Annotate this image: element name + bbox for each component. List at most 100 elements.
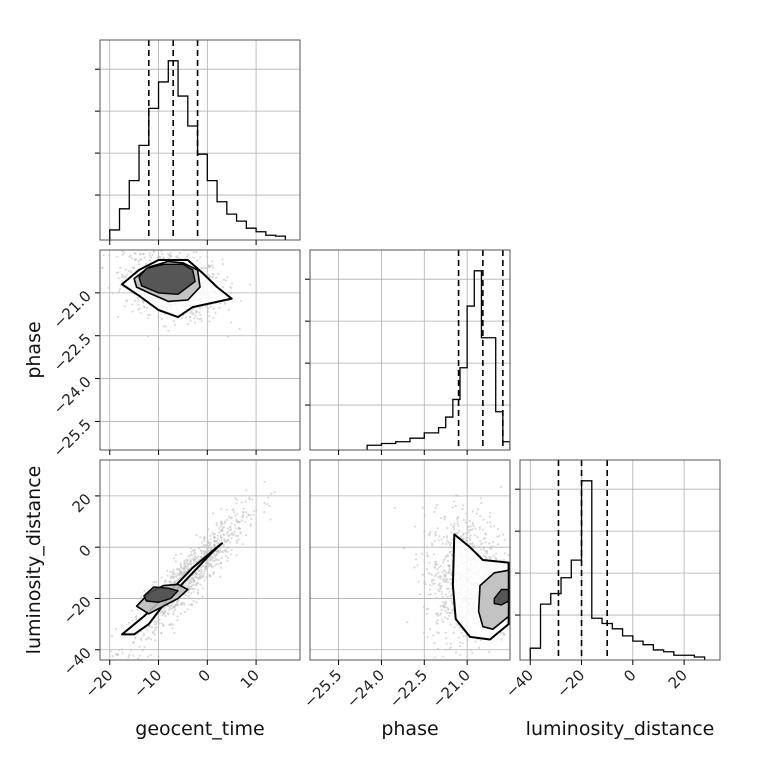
scatter-point bbox=[189, 310, 193, 313]
scatter-point bbox=[479, 515, 482, 518]
scatter-point bbox=[467, 531, 470, 534]
scatter-point bbox=[429, 530, 432, 534]
scatter-point bbox=[445, 642, 448, 645]
scatter-point bbox=[467, 525, 470, 528]
scatter-point bbox=[248, 498, 251, 501]
scatter-point bbox=[440, 593, 443, 596]
scatter-point bbox=[201, 545, 204, 548]
scatter-point bbox=[443, 575, 446, 578]
scatter-point bbox=[211, 559, 214, 562]
scatter-point bbox=[197, 547, 200, 550]
scatter-point bbox=[176, 615, 179, 618]
scatter-point bbox=[131, 609, 134, 612]
scatter-point bbox=[479, 540, 482, 543]
scatter-point bbox=[431, 544, 434, 547]
scatter-point bbox=[225, 508, 228, 511]
scatter-point bbox=[438, 613, 442, 616]
scatter-point bbox=[229, 553, 232, 556]
scatter-point bbox=[475, 512, 478, 515]
scatter-point bbox=[206, 541, 209, 544]
scatter-point bbox=[110, 650, 113, 653]
scatter-point bbox=[426, 636, 429, 639]
scatter-point bbox=[226, 559, 229, 563]
scatter-point bbox=[200, 320, 203, 323]
scatter-point bbox=[169, 570, 172, 573]
scatter-point bbox=[133, 252, 136, 255]
scatter-point bbox=[140, 596, 143, 599]
scatter-point bbox=[435, 596, 438, 599]
scatter-point bbox=[148, 254, 151, 257]
scatter-point bbox=[479, 497, 482, 500]
scatter-point bbox=[143, 589, 146, 592]
contour-level-3 bbox=[493, 588, 510, 606]
scatter-point bbox=[222, 278, 226, 281]
scatter-point bbox=[230, 522, 233, 525]
scatter-point bbox=[446, 540, 449, 543]
scatter-point bbox=[433, 510, 436, 513]
scatter-point bbox=[219, 575, 222, 578]
scatter-point bbox=[130, 649, 133, 652]
scatter-point bbox=[468, 536, 471, 539]
scatter-point bbox=[131, 257, 134, 260]
scatter-point bbox=[482, 547, 485, 550]
scatter-point bbox=[162, 624, 165, 627]
scatter-point bbox=[193, 548, 196, 551]
scatter-point bbox=[472, 525, 475, 528]
scatter-point bbox=[192, 600, 195, 603]
scatter-point bbox=[235, 553, 238, 556]
scatter-point bbox=[236, 521, 239, 524]
scatter-point bbox=[436, 563, 439, 566]
scatter-point bbox=[183, 559, 186, 562]
scatter-point bbox=[449, 642, 452, 645]
scatter-point bbox=[147, 335, 150, 338]
x-tick-label: −21.0 bbox=[429, 666, 474, 711]
scatter-point bbox=[203, 579, 206, 582]
scatter-point bbox=[452, 631, 455, 634]
scatter-point bbox=[263, 501, 266, 505]
scatter-point bbox=[143, 242, 145, 244]
scatter-point bbox=[189, 319, 192, 322]
scatter-point bbox=[428, 628, 431, 631]
scatter-point bbox=[233, 524, 236, 527]
scatter-point bbox=[118, 649, 121, 652]
scatter-point bbox=[432, 634, 435, 637]
scatter-point bbox=[171, 602, 174, 605]
scatter-point bbox=[177, 599, 180, 603]
scatter-point bbox=[151, 253, 154, 256]
scatter-point bbox=[164, 614, 167, 617]
scatter-point bbox=[176, 567, 179, 570]
scatter-point bbox=[445, 555, 448, 558]
scatter-point bbox=[447, 614, 451, 617]
scatter-point bbox=[146, 655, 149, 658]
scatter-point bbox=[176, 619, 179, 622]
scatter-point bbox=[462, 504, 465, 507]
scatter-point bbox=[445, 637, 448, 640]
scatter-point bbox=[171, 572, 174, 576]
scatter-point bbox=[182, 602, 186, 605]
scatter-point bbox=[173, 605, 176, 608]
scatter-point bbox=[238, 327, 241, 331]
scatter-point bbox=[141, 252, 144, 255]
scatter-point bbox=[477, 508, 480, 511]
scatter-point bbox=[464, 532, 467, 535]
scatter-point bbox=[436, 631, 439, 634]
scatter-point bbox=[132, 654, 135, 657]
scatter-point bbox=[216, 549, 220, 552]
scatter-point bbox=[110, 666, 112, 668]
scatter-point bbox=[143, 256, 146, 259]
scatter-point bbox=[447, 587, 450, 590]
scatter-point bbox=[423, 582, 426, 585]
scatter-point bbox=[196, 588, 200, 591]
scatter-point bbox=[450, 612, 453, 615]
scatter-point bbox=[129, 269, 132, 272]
scatter-point bbox=[469, 525, 473, 528]
scatter-point bbox=[430, 542, 434, 545]
scatter-point bbox=[138, 307, 141, 310]
scatter-point bbox=[200, 266, 203, 270]
scatter-point bbox=[423, 606, 426, 609]
scatter-point bbox=[160, 622, 164, 625]
scatter-point bbox=[229, 533, 232, 536]
scatter-point bbox=[233, 530, 236, 533]
y-tick-label: −25.5 bbox=[50, 416, 95, 461]
